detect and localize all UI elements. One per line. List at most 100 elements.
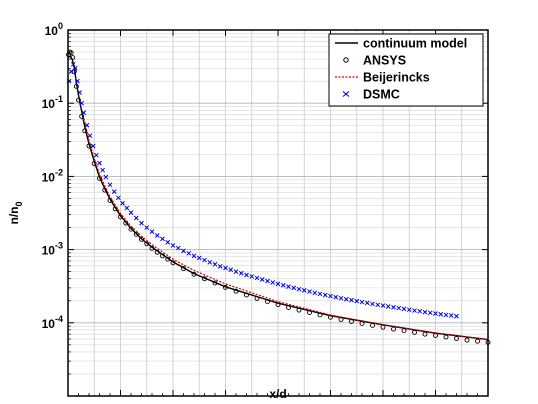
dsmc-point (401, 306, 407, 312)
y-tick-label-base: 10 (42, 97, 56, 111)
dsmc-point (385, 304, 391, 309)
dsmc-point (291, 285, 297, 291)
dsmc-point (343, 296, 349, 302)
y-axis-label-main: n/n (7, 207, 21, 225)
dsmc-point (349, 297, 354, 303)
dsmc-point (375, 302, 381, 308)
dsmc-point (338, 295, 344, 301)
ansys-point (191, 271, 197, 277)
dsmc-point (81, 110, 87, 116)
legend-label: Beijerincks (363, 71, 430, 85)
dsmc-point (212, 261, 218, 267)
dsmc-point (427, 310, 433, 316)
dsmc-point (433, 311, 438, 316)
dsmc-point (186, 250, 192, 256)
dsmc-point (77, 90, 82, 95)
ansys-point (165, 256, 171, 262)
dsmc-point (111, 189, 117, 194)
dsmc-point (93, 152, 99, 158)
ansys-point (422, 331, 428, 337)
legend-box (328, 33, 484, 107)
ansys-point (401, 328, 407, 334)
dsmc-point (249, 274, 255, 279)
dsmc-point (280, 282, 286, 288)
ansys-point (170, 260, 176, 266)
ansys-point (144, 241, 150, 247)
y-tick-label-base: 10 (42, 244, 56, 258)
legend-label: DSMC (363, 88, 400, 102)
legend: continuum model ANSYS Beijerincks DSMC (328, 33, 484, 107)
dsmc-point (196, 255, 202, 261)
dsmc-point (265, 278, 270, 284)
ansys-point (133, 231, 139, 237)
dsmc-point (170, 243, 176, 248)
dsmc-point (396, 305, 402, 311)
dsmc-point (100, 167, 106, 173)
y-axis-label-subscript: 0 (14, 201, 24, 206)
dsmc-point (438, 311, 444, 317)
y-tick-label: 10-2 (42, 167, 63, 184)
y-tick-label-base: 10 (42, 170, 56, 184)
x-tick-label: 35 (429, 402, 443, 404)
ansys-point (154, 249, 160, 255)
axis-ticks (67, 29, 489, 397)
dsmc-point (448, 313, 454, 318)
dsmc-point (286, 284, 291, 289)
dsmc-point (97, 160, 102, 166)
x-tick-label: 30 (376, 402, 390, 404)
ansys-point (149, 245, 155, 251)
dsmc-point (70, 61, 76, 67)
dsmc-point (207, 259, 213, 265)
dsmc-point (79, 100, 85, 106)
dsmc-point (107, 182, 113, 188)
ansys-point (244, 292, 249, 298)
dsmc-point (259, 277, 265, 282)
y-tick-label-exponent: -3 (55, 241, 63, 251)
dsmc-point (144, 225, 150, 230)
series-beijerincks (83, 118, 489, 341)
dsmc-point (191, 253, 197, 259)
ansys-point (433, 333, 438, 338)
ansys-point (412, 329, 417, 335)
dsmc-point (124, 205, 130, 211)
legend-entry: continuum model (335, 37, 467, 51)
dsmc-point (312, 290, 318, 296)
ansys-point (475, 338, 480, 344)
dsmc-point (116, 195, 121, 201)
ansys-point (70, 55, 76, 61)
dsmc-point (202, 257, 207, 263)
y-tick-label-exponent: -1 (55, 94, 63, 104)
dsmc-point (412, 308, 417, 313)
ansys-point (307, 310, 312, 316)
dsmc-point (165, 239, 171, 245)
dsmc-point (454, 313, 459, 319)
legend-label: ANSYS (363, 54, 406, 68)
y-axis-label: n/n0 (7, 201, 24, 224)
dsmc-point (417, 308, 423, 314)
x-tick-label: 25 (324, 402, 338, 404)
ansys-point (82, 128, 88, 134)
x-tick-labels: 0 5 10 15 20 25 30 35 40 (65, 402, 495, 404)
dsmc-point (149, 229, 155, 234)
dsmc-point (296, 286, 302, 292)
ansys-point (370, 323, 375, 328)
dsmc-point (223, 265, 228, 271)
dsmc-point (87, 133, 93, 139)
dsmc-point (307, 289, 312, 294)
series-dsmc (66, 61, 459, 319)
ansys-point (317, 312, 323, 318)
ansys-point (286, 305, 291, 310)
ansys-point (73, 83, 79, 89)
dsmc-point (333, 294, 339, 300)
x-tick-label: 10 (166, 402, 180, 404)
ansys-point (128, 226, 134, 232)
y-tick-label: 10-3 (42, 241, 63, 258)
ansys-point (349, 319, 354, 325)
plot-data (66, 49, 491, 345)
dsmc-point (270, 280, 276, 285)
y-tick-label-base: 10 (45, 24, 59, 38)
dsmc-point (217, 264, 223, 269)
ansys-point (223, 284, 228, 290)
